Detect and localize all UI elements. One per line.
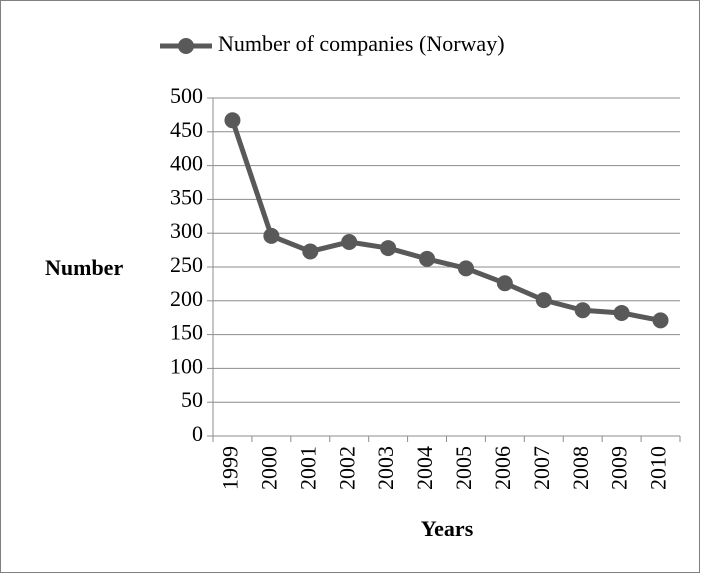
x-tick-label: 2006 [490,446,515,490]
marker [574,302,591,319]
y-tick-label: 350 [170,184,203,209]
x-tick-label: 2004 [412,446,437,490]
x-tick-label: 2008 [568,446,593,490]
marker [652,312,669,329]
legend-marker [178,38,194,54]
marker [224,112,241,129]
x-tick-label: 2009 [607,446,632,490]
y-tick-label: 150 [170,320,203,345]
marker [613,304,630,321]
y-tick-label: 200 [170,286,203,311]
y-tick-label: 500 [170,83,203,108]
y-tick-label: 0 [192,421,203,446]
y-tick-label: 300 [170,218,203,243]
x-tick-label: 2007 [529,446,554,490]
y-tick-label: 400 [170,151,203,176]
x-tick-label: 2002 [334,446,359,490]
marker [535,292,552,309]
marker [380,240,397,257]
marker [263,227,280,244]
x-tick-label: 2005 [451,446,476,490]
y-tick-label: 250 [170,252,203,277]
x-tick-label: 2001 [295,446,320,490]
marker [496,275,513,292]
x-tick-label: 2003 [373,446,398,490]
x-tick-label: 2000 [256,446,281,490]
marker [341,233,358,250]
legend-label: Number of companies (Norway) [218,31,505,56]
y-tick-label: 100 [170,353,203,378]
y-axis-label: Number [45,255,123,280]
marker [457,260,474,277]
x-axis-label: Years [421,516,474,541]
x-tick-label: 2010 [646,446,671,490]
marker [302,243,319,260]
x-tick-label: 1999 [218,446,243,490]
y-tick-label: 50 [181,387,203,412]
y-tick-label: 450 [170,117,203,142]
marker [419,250,436,267]
